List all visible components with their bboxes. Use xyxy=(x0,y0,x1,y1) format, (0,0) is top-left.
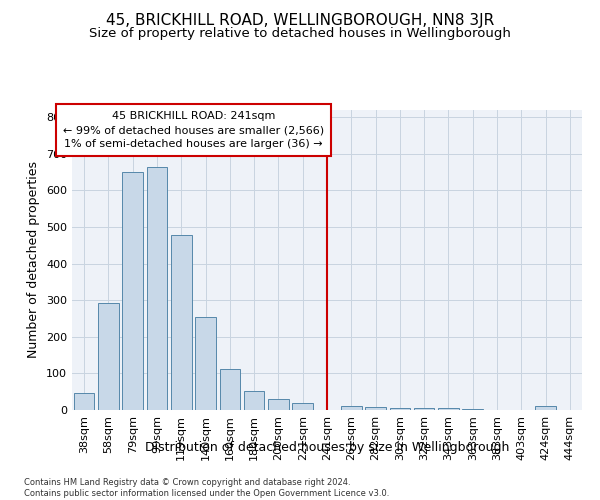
Bar xyxy=(74,393,94,410)
Bar xyxy=(463,408,483,410)
Text: 45, BRICKHILL ROAD, WELLINGBOROUGH, NN8 3JR: 45, BRICKHILL ROAD, WELLINGBOROUGH, NN8 … xyxy=(106,12,494,28)
Text: Contains HM Land Registry data © Crown copyright and database right 2024.
Contai: Contains HM Land Registry data © Crown c… xyxy=(24,478,389,498)
Bar xyxy=(268,400,289,410)
Bar xyxy=(244,392,265,410)
Y-axis label: Number of detached properties: Number of detached properties xyxy=(28,162,40,358)
Bar xyxy=(220,368,240,410)
Bar xyxy=(292,402,313,410)
Bar xyxy=(122,172,143,410)
Bar xyxy=(365,408,386,410)
Bar xyxy=(171,236,191,410)
Text: 45 BRICKHILL ROAD: 241sqm
← 99% of detached houses are smaller (2,566)
1% of sem: 45 BRICKHILL ROAD: 241sqm ← 99% of detac… xyxy=(63,111,324,149)
Text: Distribution of detached houses by size in Wellingborough: Distribution of detached houses by size … xyxy=(145,441,509,454)
Bar xyxy=(146,168,167,410)
Bar xyxy=(195,318,216,410)
Bar xyxy=(414,408,434,410)
Bar xyxy=(389,408,410,410)
Bar xyxy=(341,406,362,410)
Bar xyxy=(98,303,119,410)
Text: Size of property relative to detached houses in Wellingborough: Size of property relative to detached ho… xyxy=(89,28,511,40)
Bar xyxy=(438,408,459,410)
Bar xyxy=(535,406,556,410)
